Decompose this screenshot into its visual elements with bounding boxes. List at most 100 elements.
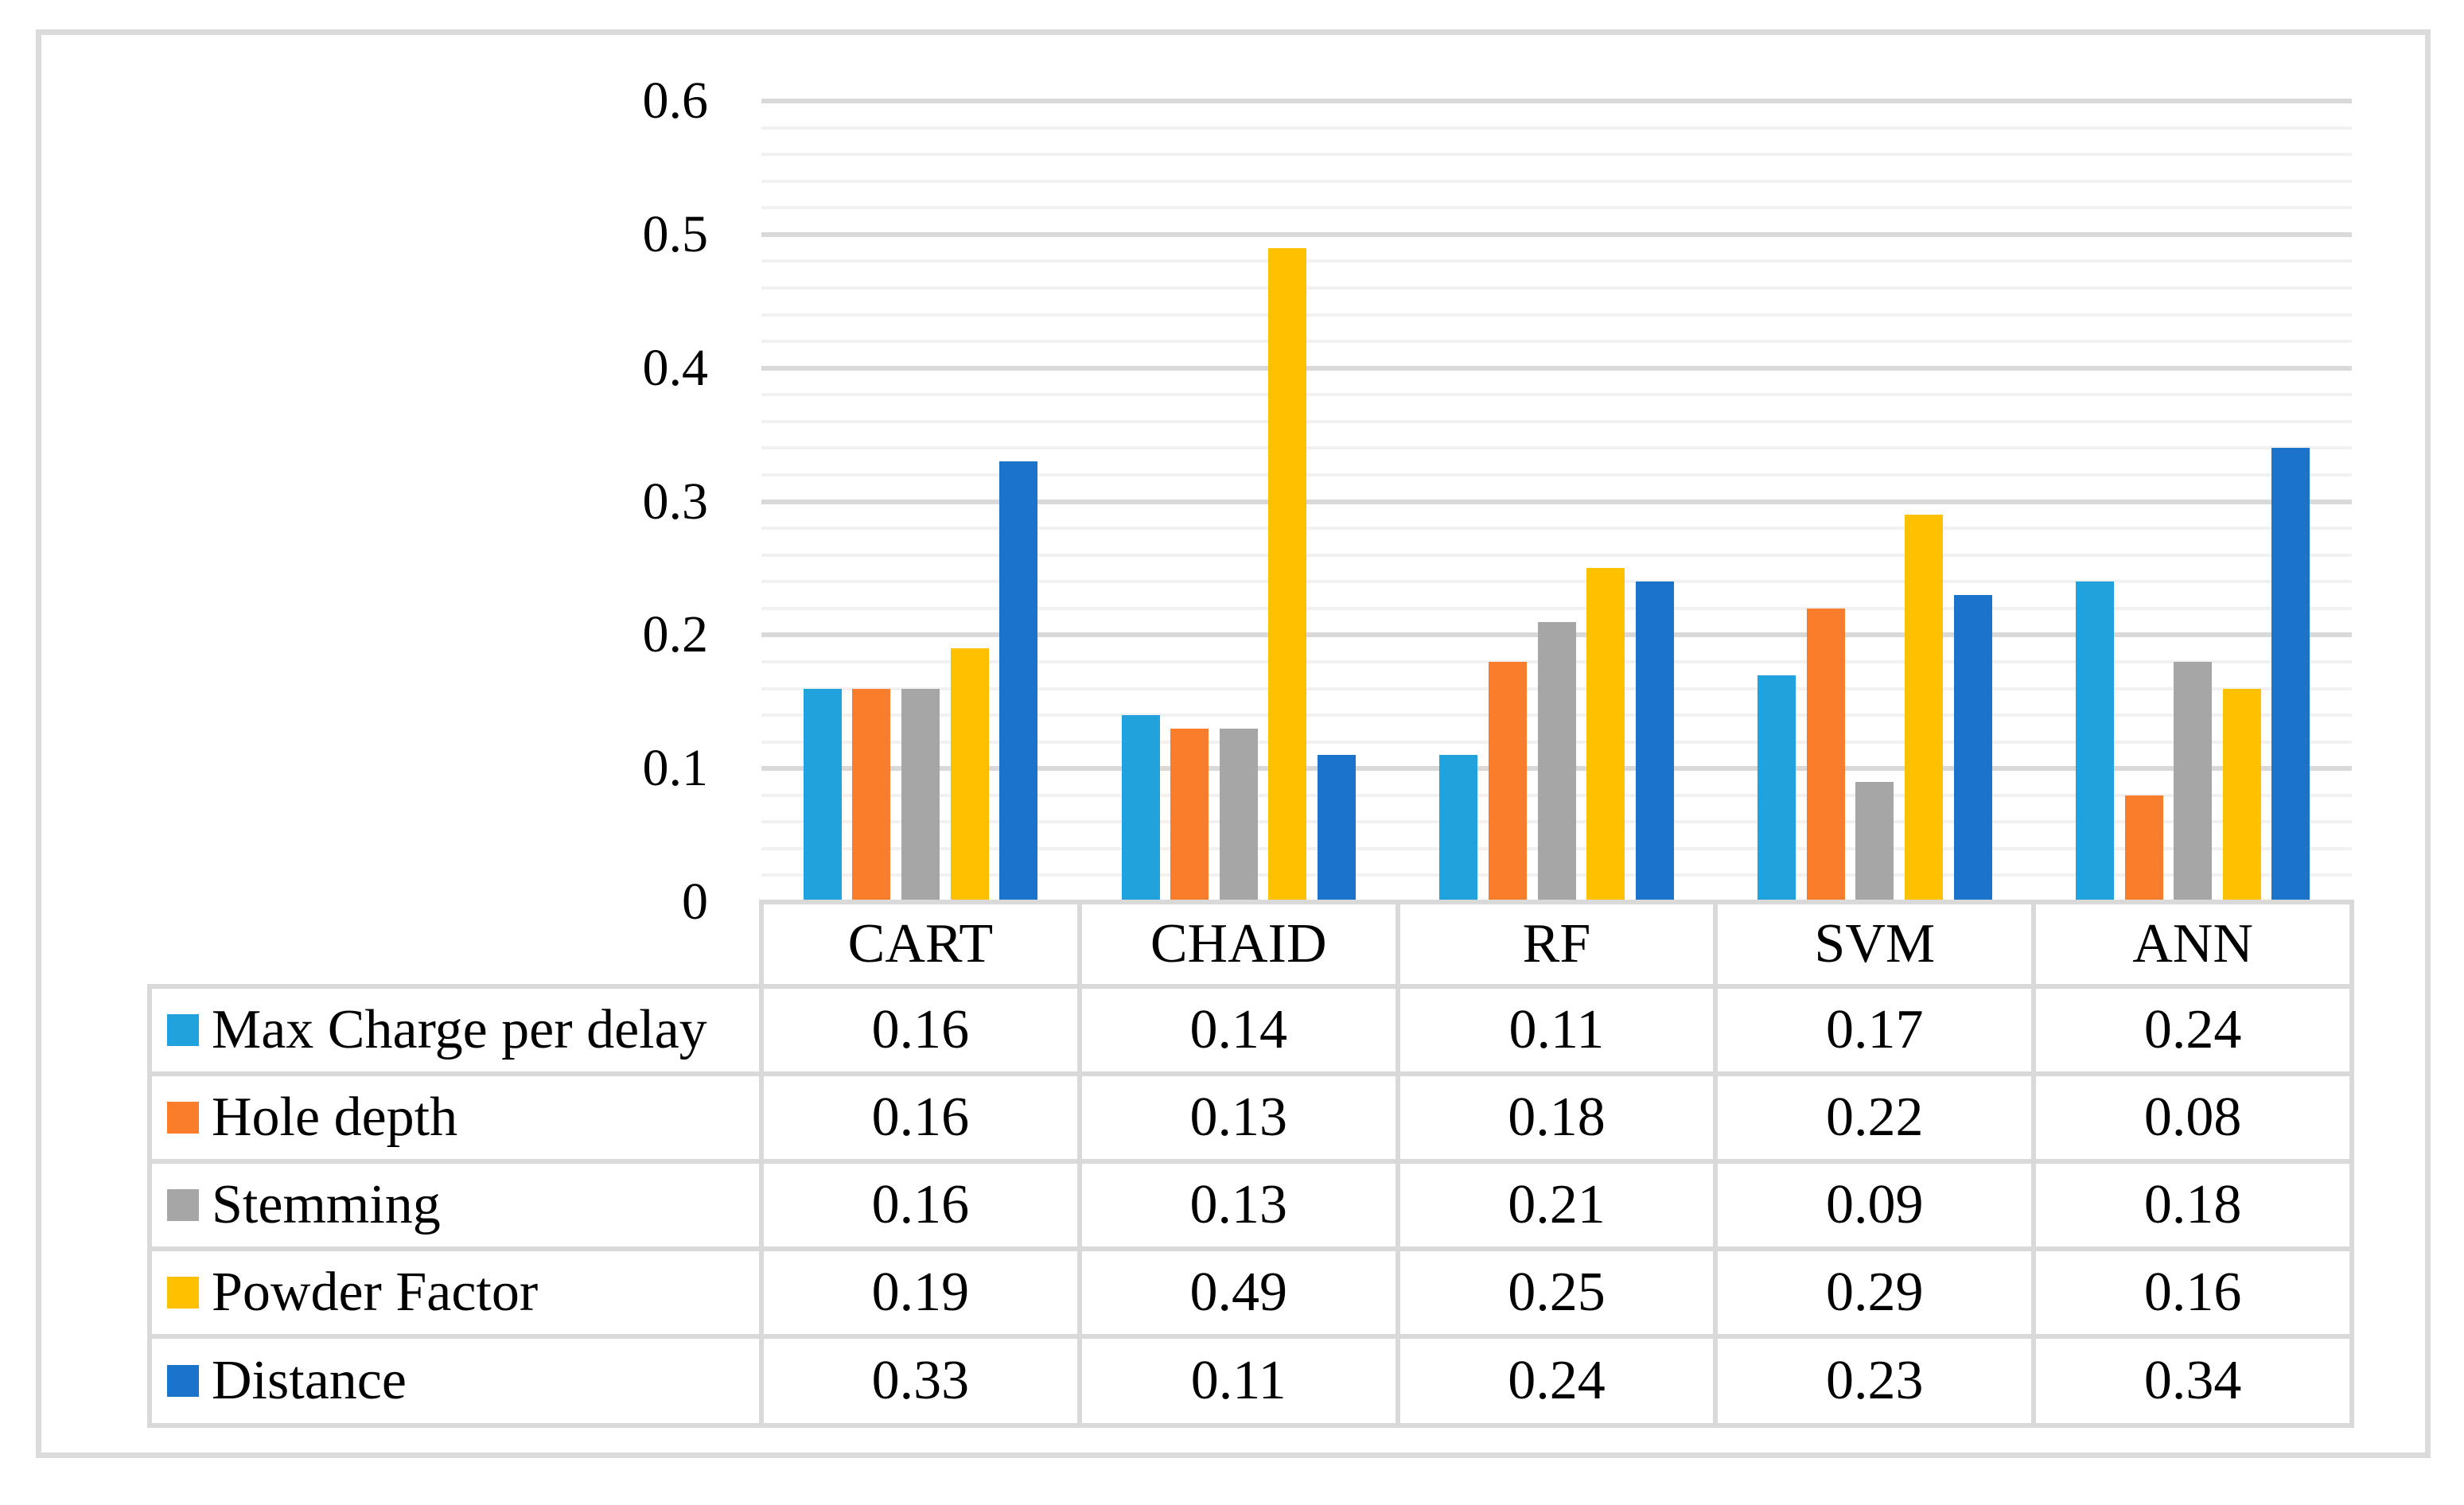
table-border-horizontal (147, 1159, 2354, 1164)
value-cell-max-charge-per-delay-ann: 0.24 (2143, 999, 2242, 1060)
gridline-minor (761, 393, 2352, 397)
gridline-minor (761, 313, 2352, 317)
series-label-row: Distance (150, 1336, 761, 1425)
bar-distance-svm (1953, 595, 1992, 902)
table-border-horizontal (147, 984, 2354, 989)
bar-max-charge-per-delay-svm (1757, 675, 1796, 902)
table-header-cart: CART (847, 913, 994, 974)
bar-powder-factor-rf (1586, 568, 1625, 902)
table-header-chaid: CHAID (1150, 913, 1327, 974)
bar-distance-rf (1635, 581, 1674, 902)
legend-swatch-max-charge-per-delay (167, 1014, 199, 1046)
gridline-minor (761, 153, 2352, 157)
value-cell-powder-factor-chaid: 0.49 (1189, 1262, 1287, 1323)
value-cell-stemming-svm: 0.09 (1826, 1174, 1924, 1235)
bar-stemming-chaid (1219, 728, 1258, 902)
legend-swatch-stemming (167, 1189, 199, 1221)
table-header-svm: SVM (1814, 913, 1936, 974)
gridline-major (761, 231, 2352, 237)
value-cell-stemming-cart: 0.16 (871, 1174, 970, 1235)
value-cell-stemming-chaid: 0.13 (1189, 1174, 1287, 1235)
table-border-vertical (1076, 900, 1082, 1428)
bar-stemming-svm (1855, 782, 1894, 902)
table-border-vertical (1395, 900, 1400, 1428)
gridline-minor (761, 419, 2352, 423)
bar-max-charge-per-delay-chaid (1121, 715, 1160, 902)
table-border-horizontal (147, 1334, 2354, 1339)
series-name: Hole depth (212, 1087, 458, 1148)
bar-hole-depth-rf (1488, 661, 1527, 902)
value-cell-distance-rf: 0.24 (1508, 1350, 1606, 1411)
y-axis-tick-label: 0.2 (642, 605, 709, 664)
bar-distance-cart (999, 461, 1038, 902)
value-cell-max-charge-per-delay-svm: 0.17 (1826, 999, 1924, 1060)
plot-area (761, 99, 2352, 902)
series-label-row: Stemming (150, 1161, 761, 1249)
value-cell-max-charge-per-delay-rf: 0.11 (1508, 999, 1605, 1060)
table-border-vertical (1713, 900, 1719, 1428)
value-cell-powder-factor-svm: 0.29 (1826, 1262, 1924, 1323)
legend-swatch-distance (167, 1365, 199, 1397)
gridline-minor (761, 472, 2352, 476)
table-border-horizontal (147, 1071, 2354, 1076)
bar-max-charge-per-delay-cart (803, 688, 842, 902)
gridline-minor (761, 126, 2352, 130)
value-cell-hole-depth-ann: 0.08 (2143, 1087, 2242, 1148)
gridline-minor (761, 446, 2352, 450)
value-cell-max-charge-per-delay-chaid: 0.14 (1189, 999, 1287, 1060)
value-cell-max-charge-per-delay-cart: 0.16 (871, 999, 970, 1060)
value-cell-stemming-rf: 0.21 (1508, 1174, 1606, 1235)
bar-max-charge-per-delay-ann (2075, 581, 2114, 902)
bar-hole-depth-cart (852, 688, 891, 902)
gridline-minor (761, 286, 2352, 290)
gridline-minor (761, 606, 2352, 610)
value-cell-distance-svm: 0.23 (1826, 1350, 1924, 1411)
table-header-rf: RF (1522, 913, 1591, 974)
bar-hole-depth-svm (1806, 608, 1845, 902)
y-axis-tick-label: 0.1 (642, 739, 709, 798)
gridline-minor (761, 527, 2352, 531)
gridline-minor (761, 340, 2352, 344)
gridline-minor (761, 179, 2352, 183)
gridline-minor (761, 553, 2352, 557)
value-cell-distance-cart: 0.33 (871, 1350, 970, 1411)
value-cell-distance-chaid: 0.11 (1190, 1350, 1286, 1411)
figure-border (36, 29, 2431, 1458)
bar-distance-chaid (1317, 755, 1356, 902)
value-cell-hole-depth-chaid: 0.13 (1189, 1087, 1287, 1148)
series-name: Powder Factor (212, 1262, 539, 1323)
gridline-minor (761, 259, 2352, 263)
series-name: Stemming (212, 1174, 441, 1235)
y-axis-tick-label: 0.4 (642, 338, 709, 397)
series-name: Distance (212, 1350, 407, 1411)
bar-stemming-cart (901, 688, 940, 902)
bar-powder-factor-cart (950, 648, 989, 902)
bar-powder-factor-ann (2222, 688, 2261, 902)
legend-swatch-powder-factor (167, 1277, 199, 1309)
value-cell-powder-factor-rf: 0.25 (1508, 1262, 1606, 1323)
gridline-major (761, 499, 2352, 504)
bar-max-charge-per-delay-rf (1439, 755, 1478, 902)
series-label-row: Hole depth (150, 1074, 761, 1161)
legend-swatch-hole-depth (167, 1102, 199, 1134)
gridline-major (761, 365, 2352, 371)
bar-hole-depth-ann (2124, 795, 2163, 902)
table-border-vertical (147, 984, 152, 1428)
table-border-vertical (2349, 900, 2354, 1428)
bar-stemming-ann (2174, 661, 2213, 902)
y-axis-tick-label: 0 (682, 873, 708, 931)
series-name: Max Charge per delay (212, 999, 707, 1060)
bar-stemming-rf (1537, 621, 1576, 902)
y-axis-tick-label: 0.6 (642, 72, 709, 130)
bar-hole-depth-chaid (1170, 728, 1209, 902)
gridline-minor (761, 580, 2352, 584)
series-label-row: Max Charge per delay (150, 986, 761, 1074)
table-border-horizontal (759, 900, 2354, 904)
bar-powder-factor-chaid (1268, 247, 1307, 902)
value-cell-hole-depth-cart: 0.16 (871, 1087, 970, 1148)
value-cell-distance-ann: 0.34 (2143, 1350, 2242, 1411)
table-header-ann: ANN (2132, 913, 2253, 974)
value-cell-powder-factor-ann: 0.16 (2143, 1262, 2242, 1323)
